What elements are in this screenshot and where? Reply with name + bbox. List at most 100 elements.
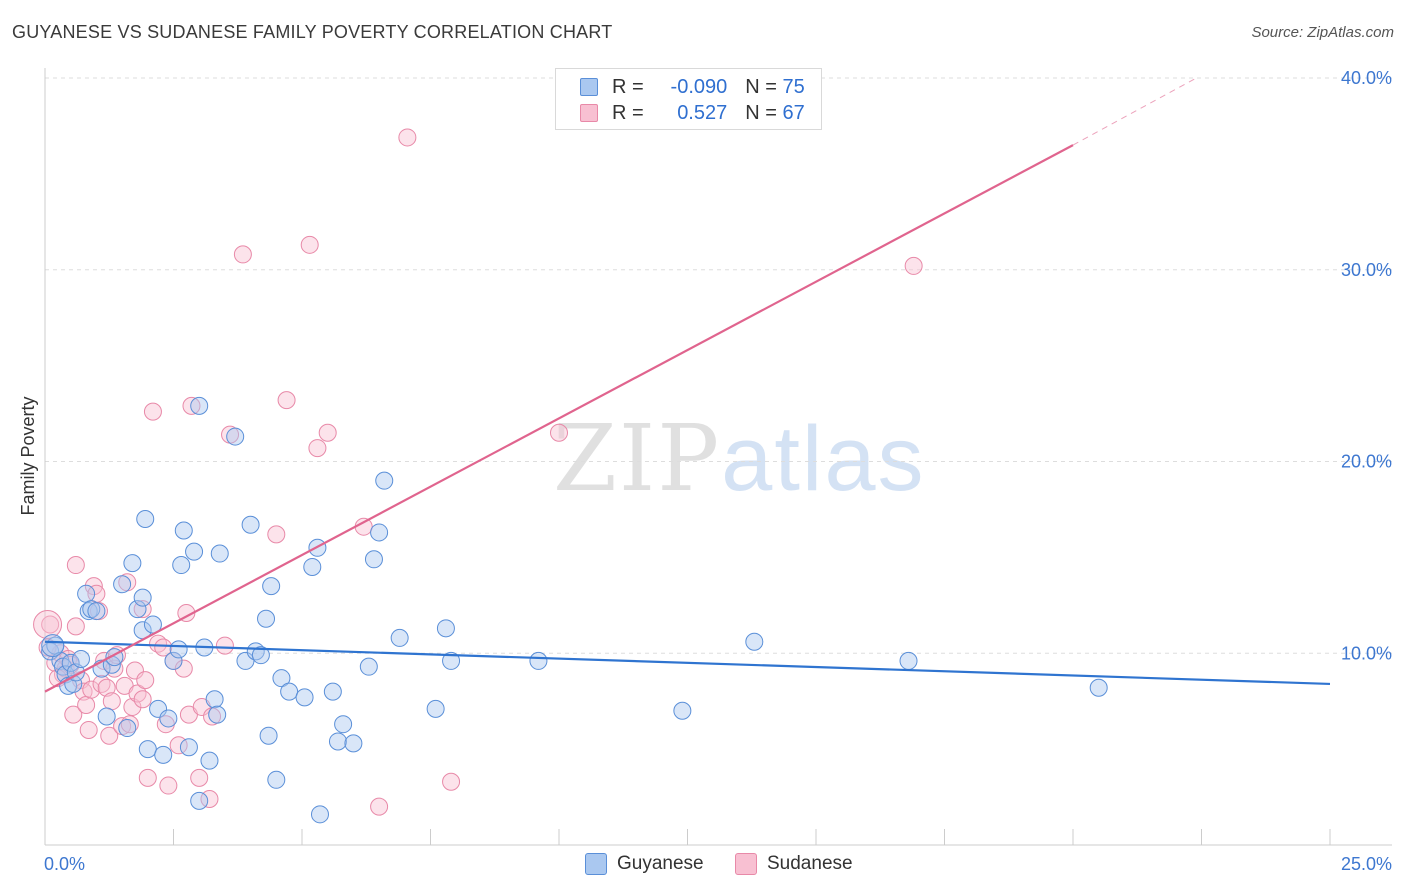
guyanese-point bbox=[169, 640, 188, 659]
sudanese-point bbox=[66, 556, 85, 575]
guyanese-point bbox=[172, 556, 191, 575]
guyanese-point bbox=[133, 588, 152, 607]
guyanese-point bbox=[359, 657, 378, 676]
guyanese-point-large bbox=[41, 634, 65, 658]
sudanese-trend-line bbox=[44, 144, 1074, 693]
sudanese-point bbox=[182, 396, 201, 415]
sudanese-legend-label: Sudanese bbox=[767, 853, 853, 874]
guyanese-n-value: 75 bbox=[782, 75, 805, 98]
sudanese-point bbox=[398, 128, 417, 147]
guyanese-point bbox=[71, 650, 90, 669]
sudanese-point bbox=[370, 797, 389, 816]
sudanese-point bbox=[233, 245, 252, 264]
sudanese-point bbox=[97, 678, 116, 697]
guyanese-point bbox=[673, 701, 692, 720]
guyanese-point bbox=[442, 651, 461, 670]
sudanese-point bbox=[136, 671, 155, 690]
guyanese-point bbox=[303, 557, 322, 576]
sudanese-point bbox=[174, 659, 193, 678]
sudanese-n-label: N = bbox=[745, 101, 777, 124]
sudanese-r-value: 0.527 bbox=[677, 101, 728, 124]
guyanese-point bbox=[267, 770, 286, 789]
sudanese-point bbox=[79, 720, 98, 739]
guyanese-point bbox=[136, 510, 155, 529]
sudanese-point bbox=[138, 768, 157, 787]
guyanese-point bbox=[364, 550, 383, 569]
sudanese-point bbox=[82, 680, 101, 699]
guyanese-point bbox=[241, 515, 260, 534]
guyanese-point bbox=[436, 619, 455, 638]
guyanese-point bbox=[61, 653, 80, 672]
guyanese-point bbox=[159, 709, 178, 728]
sudanese-trend-extension bbox=[1072, 77, 1197, 146]
sudanese-point bbox=[102, 692, 121, 711]
grid-lines bbox=[45, 77, 1392, 654]
y-tick-label: 40.0% bbox=[1341, 68, 1392, 88]
y-tick-label: 30.0% bbox=[1341, 260, 1392, 280]
guyanese-point bbox=[185, 542, 204, 561]
guyanese-point bbox=[210, 544, 229, 563]
sudanese-point bbox=[904, 256, 923, 275]
sudanese-swatch bbox=[580, 104, 598, 122]
guyanese-point bbox=[123, 554, 142, 573]
sudanese-point bbox=[128, 684, 147, 703]
legend-row-sudanese: R = 0.527 N = 67 bbox=[580, 101, 805, 125]
sudanese-point bbox=[64, 705, 83, 724]
axes bbox=[44, 68, 1392, 846]
guyanese-r-label: R = bbox=[612, 75, 644, 98]
bottom-legend-guyanese: Guyanese bbox=[585, 852, 704, 876]
sudanese-point bbox=[267, 525, 286, 544]
sudanese-point bbox=[100, 726, 119, 745]
sudanese-point bbox=[277, 391, 296, 410]
sudanese-point bbox=[154, 638, 173, 657]
sudanese-point bbox=[41, 615, 60, 634]
guyanese-point bbox=[295, 688, 314, 707]
x-tick-label-min: 0.0% bbox=[44, 854, 85, 874]
sudanese-point bbox=[318, 423, 337, 442]
sudanese-point bbox=[133, 690, 152, 709]
chart-title: GUYANESE VS SUDANESE FAMILY POVERTY CORR… bbox=[12, 22, 613, 42]
source-credit: Source: ZipAtlas.com bbox=[1251, 24, 1394, 41]
guyanese-point bbox=[426, 699, 445, 718]
sudanese-point bbox=[77, 696, 96, 715]
y-axis-title: Family Poverty bbox=[18, 396, 38, 515]
watermark-zip: ZIP bbox=[553, 405, 722, 512]
sudanese-point bbox=[300, 235, 319, 254]
sudanese-legend-swatch bbox=[735, 853, 757, 875]
sudanese-point bbox=[550, 423, 568, 442]
guyanese-point bbox=[251, 646, 270, 665]
guyanese-point bbox=[745, 632, 764, 651]
sudanese-point bbox=[354, 517, 373, 536]
sudanese-point bbox=[143, 402, 162, 421]
correlation-legend: R = -0.090 N = 75 R = 0.527 N = 67 bbox=[555, 68, 822, 130]
sudanese-point bbox=[159, 776, 178, 795]
sudanese-point bbox=[442, 772, 461, 791]
sudanese-point bbox=[190, 768, 209, 787]
guyanese-swatch bbox=[580, 78, 598, 96]
guyanese-point bbox=[77, 584, 96, 603]
watermark-atlas: atlas bbox=[721, 408, 926, 510]
sudanese-point bbox=[308, 439, 327, 458]
guyanese-point bbox=[138, 740, 157, 759]
guyanese-legend-swatch bbox=[585, 853, 607, 875]
y-tick-label: 20.0% bbox=[1341, 452, 1392, 472]
guyanese-point bbox=[179, 738, 198, 757]
sudanese-point-large bbox=[33, 609, 63, 639]
trend-lines bbox=[44, 77, 1331, 693]
guyanese-r-value: -0.090 bbox=[670, 75, 728, 98]
guyanese-point bbox=[164, 651, 183, 670]
guyanese-point bbox=[262, 577, 281, 596]
axis-labels: 10.0% 20.0% 30.0% 40.0% 0.0% 25.0% Family Pove… bbox=[18, 68, 1392, 874]
guyanese-point bbox=[272, 669, 291, 688]
sudanese-n-value: 67 bbox=[782, 101, 805, 124]
guyanese-trend-line bbox=[44, 640, 1331, 686]
guyanese-point bbox=[310, 805, 329, 824]
guyanese-point bbox=[259, 726, 278, 745]
x-tick-label-max: 25.0% bbox=[1341, 854, 1392, 874]
guyanese-point bbox=[128, 600, 147, 619]
guyanese-point bbox=[529, 651, 548, 670]
guyanese-point bbox=[370, 523, 389, 542]
legend-row-guyanese: R = -0.090 N = 75 bbox=[580, 75, 805, 99]
guyanese-point bbox=[226, 427, 245, 446]
guyanese-point bbox=[79, 602, 98, 621]
